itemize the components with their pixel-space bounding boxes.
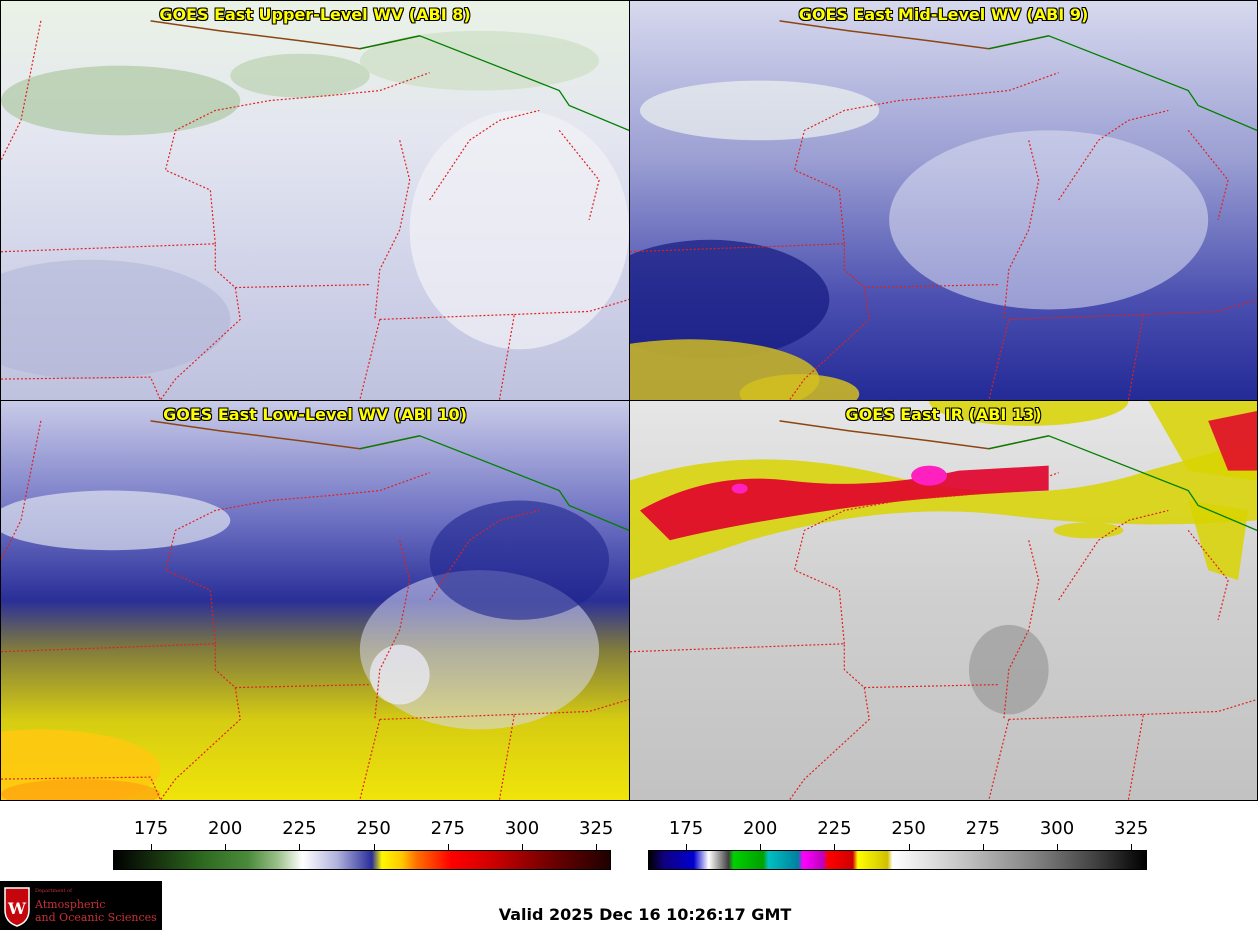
- logo-dept-text: Department of: [35, 888, 72, 894]
- panel-title: GOES East Low-Level WV (ABI 10): [163, 405, 467, 424]
- colorbar-tick-mark: [834, 844, 836, 850]
- colorbar-tick-mark: [447, 844, 449, 850]
- panel-title: GOES East Upper-Level WV (ABI 8): [159, 5, 471, 24]
- colorbar-tick-label: 300: [1039, 818, 1075, 839]
- colorbar-tick-mark: [225, 844, 227, 850]
- logo-line1-text: Atmospheric: [35, 898, 106, 911]
- panel-title: GOES East IR (ABI 13): [845, 405, 1042, 424]
- low-wv-imagery: [1, 401, 629, 800]
- colorbar-tick-mark: [522, 844, 523, 850]
- colorbar-tick-label: 325: [1114, 818, 1149, 839]
- colorbar-tick-mark: [596, 844, 598, 850]
- mid-wv-imagery: [630, 1, 1257, 400]
- valid-time: Valid 2025 Dec 16 10:26:17 GMT: [498, 905, 792, 924]
- logo-line2-text: and Oceanic Sciences: [35, 911, 157, 924]
- colorbar-tick-label: 275: [430, 818, 465, 839]
- aos-logo: W Department of Atmospheric and Oceanic …: [0, 881, 162, 930]
- map-panel-low-wv: GOES East Low-Level WV (ABI 10): [0, 400, 630, 801]
- map-panel-ir: GOES East IR (ABI 13): [629, 400, 1258, 801]
- colorbar-tick-label: 200: [208, 818, 243, 839]
- colorbar-tick-mark: [982, 844, 984, 850]
- svg-text:W: W: [7, 899, 27, 918]
- colorbar-tick-mark: [908, 844, 910, 850]
- colorbar-tick-mark: [686, 844, 687, 850]
- upper-wv-imagery: [1, 1, 629, 400]
- colorbar-tick-label: 250: [891, 818, 926, 839]
- wv-colorbar: [113, 850, 611, 870]
- colorbar-tick-label: 225: [282, 818, 317, 839]
- colorbar-tick-mark: [1131, 844, 1133, 850]
- colorbar-tick-label: 200: [743, 818, 778, 839]
- colorbar-tick-label: 250: [356, 818, 391, 839]
- colorbar-tick-label: 275: [965, 818, 1000, 839]
- ir-colorbar: [648, 850, 1147, 870]
- colorbar-tick-label: 225: [817, 818, 852, 839]
- colorbar-tick-mark: [373, 844, 375, 850]
- colorbar-tick-label: 175: [668, 818, 704, 839]
- colorbar-tick-mark: [760, 844, 762, 850]
- colorbar-tick-label: 175: [133, 818, 169, 839]
- panel-title: GOES East Mid-Level WV (ABI 9): [798, 5, 1089, 24]
- colorbar-tick-mark: [151, 844, 152, 850]
- colorbar-tick-mark: [299, 844, 301, 850]
- map-panel-mid-wv: GOES East Mid-Level WV (ABI 9): [629, 0, 1258, 401]
- colorbar-tick-label: 325: [579, 818, 614, 839]
- uw-crest-icon: W: [4, 887, 30, 927]
- map-panel-upper-wv: GOES East Upper-Level WV (ABI 8): [0, 0, 630, 401]
- ir-imagery: [630, 401, 1257, 800]
- colorbar-tick-mark: [1057, 844, 1058, 850]
- colorbar-tick-label: 300: [504, 818, 540, 839]
